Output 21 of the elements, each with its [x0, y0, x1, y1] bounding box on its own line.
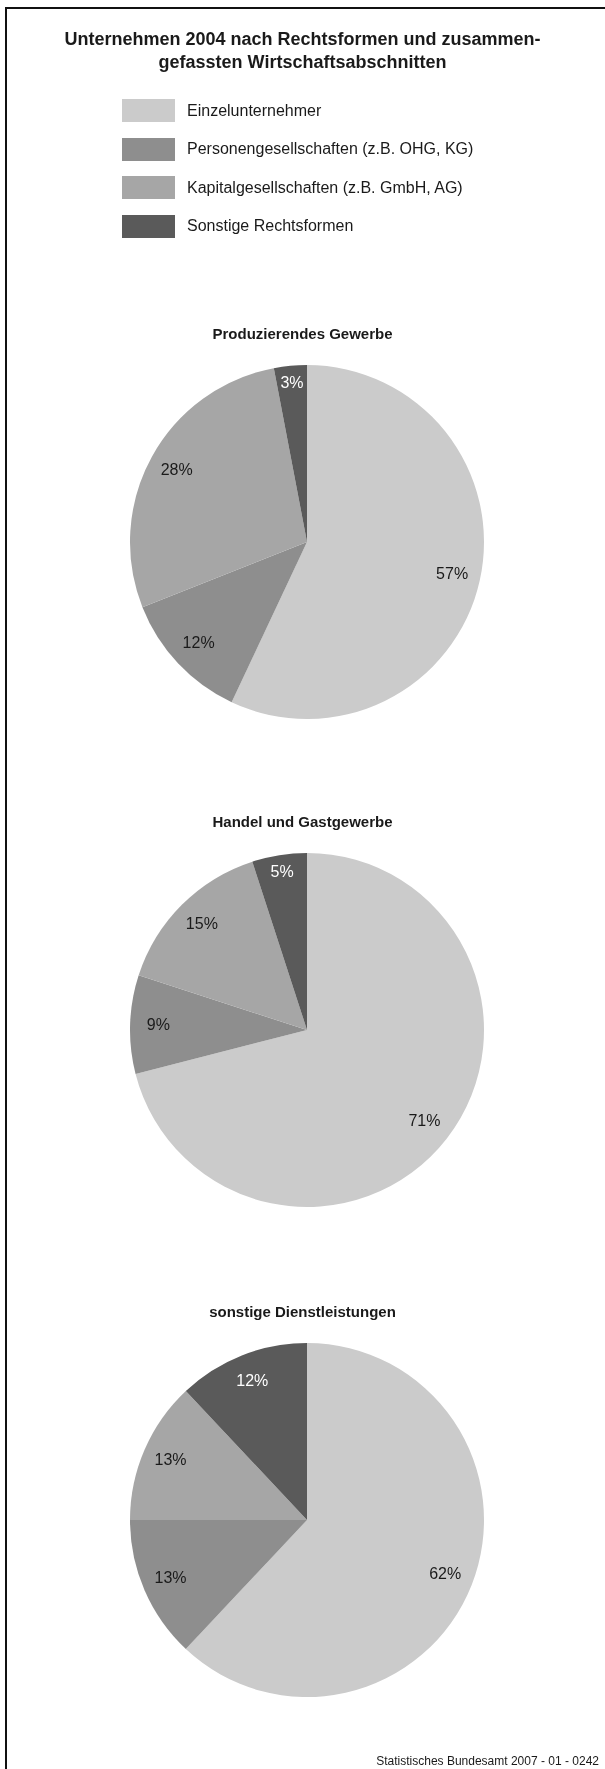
data-label: 13% [154, 1569, 187, 1587]
data-label: 13% [154, 1451, 187, 1469]
legend-label: Personengesellschaften (z.B. OHG, KG) [187, 140, 474, 158]
data-label: 15% [185, 915, 218, 933]
legend-label: Sonstige Rechtsformen [187, 217, 354, 235]
data-label: 12% [182, 634, 215, 652]
data-label: 71% [408, 1111, 441, 1129]
text: Produzierendes Gewerbe [211, 325, 394, 343]
legend-label: Kapitalgesellschaften (z.B. GmbH, AG) [187, 178, 463, 197]
data-label: 5% [270, 863, 294, 881]
chart-title: Handel und Gastgewerbe [211, 813, 394, 831]
chart-title: Unternehmen 2004 nach Rechtsformen und zusammen- gefassten Wirtschaftsabschnitten [63, 28, 542, 74]
data-label: 28% [160, 460, 193, 478]
data-label: 9% [146, 1015, 170, 1033]
data-label: 12% [236, 1372, 269, 1390]
data-label: 3% [280, 373, 304, 391]
chart-title: sonstige Dienstleistungen [208, 1303, 397, 1321]
text: Statistisches Bundesamt 2007 - 01 - 0242 [376, 1754, 599, 1768]
legend-label: Einzelunternehmer [187, 101, 322, 120]
data-label: 62% [429, 1565, 462, 1583]
data-label: 57% [436, 564, 469, 582]
